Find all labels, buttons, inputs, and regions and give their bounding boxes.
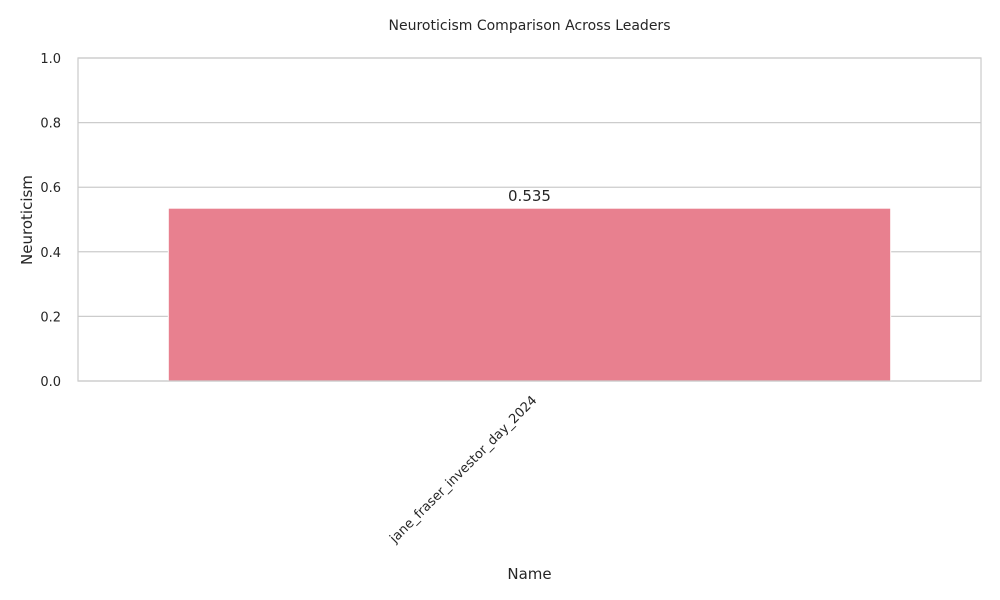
x-tick-label: jane_fraser_investor_day_2024 xyxy=(387,393,541,547)
y-tick-label: 0.6 xyxy=(40,181,61,196)
data-labels: 0.535 xyxy=(508,187,551,205)
y-axis-label: Neuroticism xyxy=(18,175,36,265)
plot-frame xyxy=(77,57,982,382)
y-tick-label: 0.0 xyxy=(40,375,61,390)
y-tick-labels: 0.0 0.2 0.4 0.6 0.8 1.0 xyxy=(40,52,61,390)
bar xyxy=(167,207,892,382)
y-tick-label: 0.4 xyxy=(40,246,61,261)
bars xyxy=(167,207,892,382)
x-axis-label: Name xyxy=(507,565,551,583)
bar-value-label: 0.535 xyxy=(508,187,551,205)
y-tick-label: 1.0 xyxy=(40,52,61,67)
y-tick-label: 0.2 xyxy=(40,310,61,325)
y-tick-label: 0.8 xyxy=(40,117,61,132)
chart-title: Neuroticism Comparison Across Leaders xyxy=(389,18,671,34)
x-tick-labels: jane_fraser_investor_day_2024 xyxy=(387,393,541,547)
